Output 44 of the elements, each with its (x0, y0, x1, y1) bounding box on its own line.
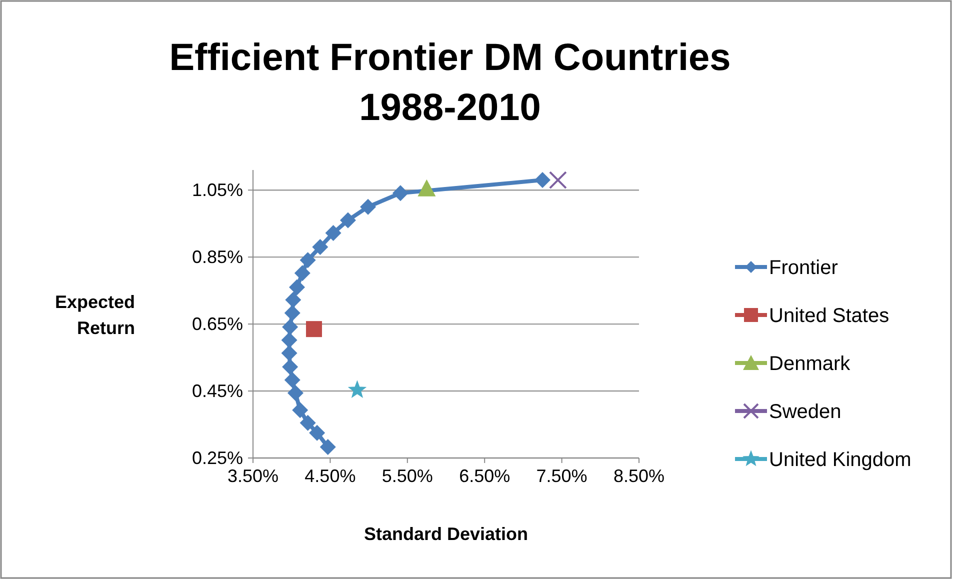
legend-label: United States (769, 305, 890, 327)
y-axis-title: Expected Return (54, 292, 135, 338)
point (300, 414, 316, 431)
point (325, 224, 342, 241)
point (548, 171, 567, 190)
legend-label: Frontier (769, 257, 838, 279)
y-tick-label: 0.25% (192, 448, 243, 468)
point (292, 402, 308, 418)
legend-label: United Kingdom (769, 449, 912, 471)
point (309, 424, 326, 441)
point (281, 345, 298, 362)
x-axis-title: Standard Deviation (364, 524, 528, 544)
legend-label: Sweden (769, 401, 842, 423)
point (287, 385, 304, 402)
x-tick-label: 4.50% (304, 466, 356, 486)
point (534, 172, 550, 188)
point (281, 332, 298, 348)
x-tick-label: 5.50% (382, 466, 433, 486)
x-tick-label: 7.50% (536, 466, 588, 486)
point (392, 185, 408, 202)
point (282, 319, 298, 336)
point (360, 198, 376, 215)
x-tick-label: 3.50% (227, 466, 279, 486)
chart-title: Efficient Frontier DM Countries 1988-2010 (169, 37, 731, 129)
point (294, 265, 310, 282)
x-tick-label: 8.50% (613, 466, 665, 486)
point (348, 380, 366, 398)
point (289, 279, 306, 296)
point (284, 304, 300, 321)
y-tick-label: 0.45% (192, 381, 243, 402)
point (282, 358, 298, 375)
point (306, 321, 322, 338)
point (284, 372, 300, 388)
legend-label: Denmark (769, 353, 852, 375)
point (320, 438, 336, 455)
x-tick-label: 6.50% (459, 466, 510, 486)
point (300, 252, 316, 268)
point (312, 239, 328, 256)
y-tick-label: 1.05% (192, 180, 243, 200)
point (340, 212, 356, 228)
y-tick-label: 0.65% (192, 314, 243, 334)
point (285, 292, 302, 308)
y-tick-label: 0.85% (192, 247, 243, 268)
point (418, 179, 436, 196)
